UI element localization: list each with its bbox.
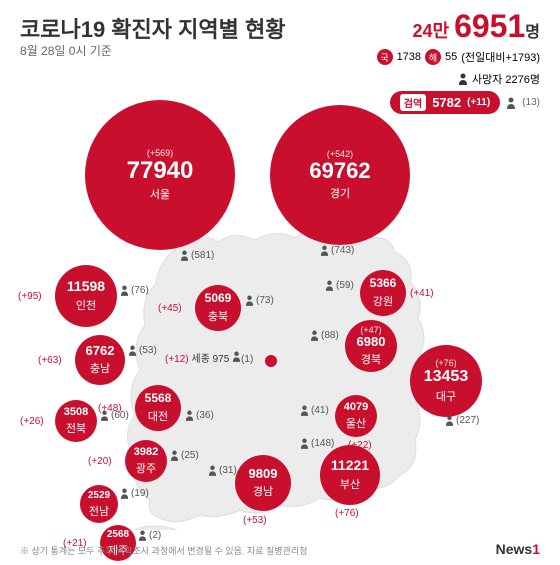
region-bubble-울산: 4079 울산 — [335, 395, 377, 437]
bubble-name: 부산 — [340, 476, 360, 492]
overseas-badge: 해 — [425, 49, 441, 65]
total-mid: 만 — [433, 21, 450, 41]
footer-note: ※ 상기 통계는 모두 추후 역학조사 과정에서 변경될 수 있음. 자료 질병… — [20, 544, 307, 557]
bubble-count: 5568 — [145, 392, 172, 405]
bubble-delta: (+47) — [360, 325, 381, 335]
deaths-annot: (36) — [185, 410, 214, 421]
bubble-count: 69762 — [309, 159, 370, 183]
delta-out: (+45) — [158, 303, 182, 314]
deaths-annot: (743) — [320, 245, 354, 256]
page-title: 코로나19 확진자 지역별 현황 — [20, 12, 285, 44]
bubble-delta: (+569) — [147, 148, 173, 158]
deaths-annot: (73) — [245, 295, 274, 306]
bubble-count: 3982 — [134, 446, 158, 458]
domestic-badge: 국 — [377, 49, 393, 65]
deaths-line: 사망자 2276명 — [377, 71, 540, 87]
bubble-count: 9809 — [249, 467, 278, 481]
bubble-count: 6762 — [86, 344, 115, 358]
bubble-count: 2568 — [107, 529, 129, 540]
delta-out: (+41) — [410, 288, 434, 299]
subtitle-date: 8월 28일 0시 기준 — [20, 42, 112, 59]
sejong-label: (+12) 세종 975 (1) — [165, 350, 253, 365]
region-bubble-강원: 5366 강원 — [360, 270, 406, 316]
region-bubble-충북: 5069 충북 — [195, 285, 241, 331]
bubble-count: 11221 — [331, 458, 369, 473]
bubble-name: 경북 — [361, 351, 381, 367]
bubble-name: 충남 — [90, 360, 110, 376]
bubble-count: 4079 — [344, 401, 368, 413]
deaths-annot: (88) — [310, 330, 339, 341]
news1-logo: News1 — [496, 541, 540, 557]
bubble-count: 5069 — [205, 292, 232, 305]
region-bubble-전남: 2529 전남 — [80, 485, 118, 523]
region-bubble-전북: 3508 전북 — [55, 400, 97, 442]
region-bubble-부산: 11221 부산 — [320, 445, 380, 505]
deaths-annot: (53) — [128, 345, 157, 356]
deaths-label: 사망자 2276명 — [472, 71, 540, 87]
bubble-count: 3508 — [64, 406, 88, 418]
region-bubble-세종 — [265, 355, 277, 367]
map-area: (+569)77940 서울 (581) (+542)69762 경기 (743) 1159… — [0, 90, 560, 530]
bubble-name: 대구 — [436, 388, 456, 404]
domestic-val: 1738 — [397, 51, 421, 63]
delta-out: (+20) — [88, 456, 112, 467]
deaths-annot: (25) — [170, 450, 199, 461]
person-icon — [458, 73, 468, 85]
day-compare: (전일대비+1793) — [461, 49, 540, 65]
bubble-delta: (+76) — [435, 358, 456, 368]
deaths-annot: (2) — [138, 530, 161, 541]
region-bubble-충남: 6762 충남 — [75, 335, 125, 385]
overseas-val: 55 — [445, 51, 457, 63]
region-bubble-경북: (+47)6980 경북 — [345, 320, 397, 372]
deaths-annot: (581) — [180, 250, 214, 261]
logo-text: News — [496, 541, 533, 557]
deaths-annot: (60) — [100, 410, 129, 421]
delta-out: (+63) — [38, 355, 62, 366]
infographic-container: 코로나19 확진자 지역별 현황 8월 28일 0시 기준 24만 6951명 … — [0, 0, 560, 565]
bubble-name: 전북 — [66, 420, 86, 436]
bubble-name: 전남 — [89, 503, 109, 519]
bubble-name: 인천 — [76, 297, 96, 313]
bubble-name: 대전 — [148, 408, 168, 424]
bubble-name: 경남 — [253, 483, 273, 499]
total-main: 6951 — [454, 8, 525, 44]
deaths-annot: (148) — [300, 438, 334, 449]
total-count: 24만 6951명 — [377, 8, 540, 45]
logo-suffix: 1 — [532, 541, 540, 557]
deaths-annot: (41) — [300, 405, 329, 416]
subline-row: 국 1738 해 55 (전일대비+1793) — [377, 49, 540, 65]
region-bubble-서울: (+569)77940 서울 — [85, 100, 235, 250]
bubble-name: 경기 — [330, 185, 350, 201]
total-unit: 명 — [525, 24, 540, 41]
bubble-name: 강원 — [373, 293, 393, 309]
region-bubble-인천: 11598 인천 — [55, 265, 117, 327]
bubble-name: 서울 — [150, 186, 170, 202]
region-bubble-경기: (+542)69762 경기 — [270, 105, 410, 245]
deaths-annot: (227) — [445, 415, 479, 426]
delta-out: (+53) — [243, 515, 267, 526]
delta-out: (+26) — [20, 416, 44, 427]
region-bubble-경남: 9809 경남 — [235, 455, 291, 511]
bubble-count: 5366 — [370, 277, 397, 290]
bubble-count: 2529 — [88, 490, 110, 501]
deaths-annot: (31) — [208, 465, 237, 476]
region-bubble-광주: 3982 광주 — [125, 440, 167, 482]
region-bubble-대구: (+76)13453 대구 — [410, 345, 482, 417]
bubble-name: 울산 — [346, 415, 366, 431]
bubble-count: 13453 — [424, 368, 469, 386]
bubble-count: 6980 — [357, 335, 386, 349]
total-prefix: 24 — [412, 21, 432, 41]
region-bubble-대전: 5568 대전 — [135, 385, 181, 431]
deaths-annot: (76) — [120, 285, 149, 296]
delta-out: (+76) — [335, 508, 359, 519]
bubble-count: 77940 — [127, 158, 194, 184]
bubble-delta: (+542) — [327, 149, 353, 159]
bubble-name: 충북 — [208, 308, 228, 324]
deaths-annot: (59) — [325, 280, 354, 291]
delta-out: (+95) — [18, 291, 42, 302]
bubble-name: 광주 — [136, 460, 156, 476]
deaths-annot: (19) — [120, 488, 149, 499]
bubble-count: 11598 — [67, 279, 105, 294]
